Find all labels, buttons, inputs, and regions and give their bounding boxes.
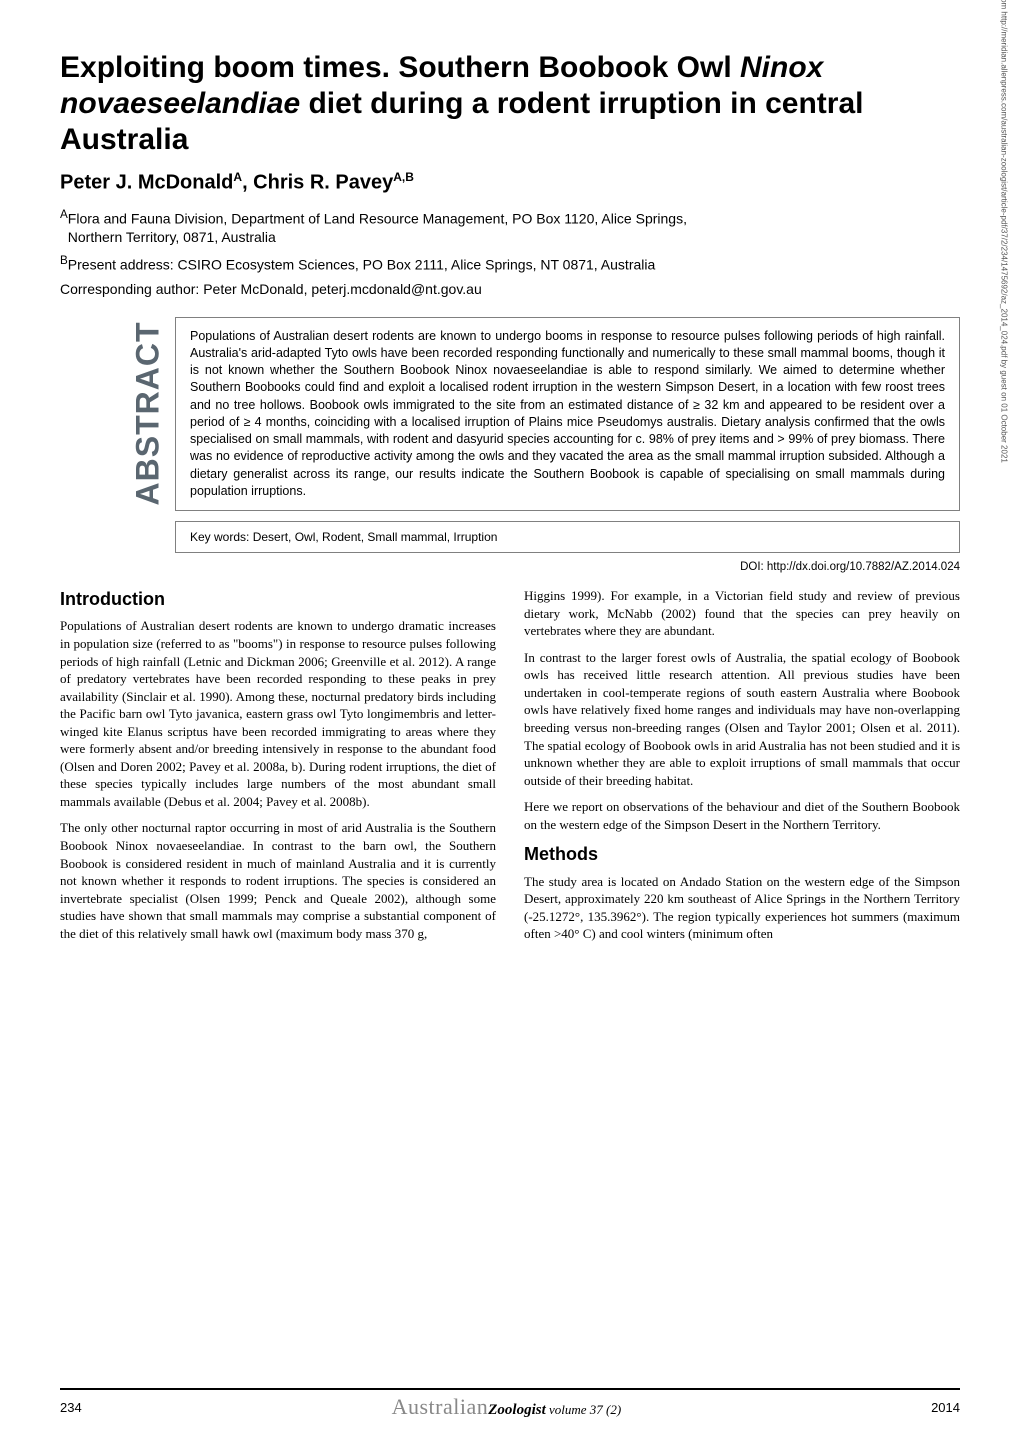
page-number: 234 [60, 1400, 82, 1415]
body-paragraph: Higgins 1999). For example, in a Victori… [524, 587, 960, 640]
two-column-body: Introduction Populations of Australian d… [60, 587, 960, 952]
body-paragraph: The only other nocturnal raptor occurrin… [60, 819, 496, 942]
title-before: Exploiting boom times. Southern Boobook … [60, 51, 740, 84]
abstract-block: ABSTRACT Populations of Australian deser… [120, 317, 960, 512]
journal-citation: AustralianZoologist volume 37 (2) [392, 1394, 622, 1420]
abstract-label-wrap: ABSTRACT [120, 395, 175, 432]
doi-line: DOI: http://dx.doi.org/10.7882/AZ.2014.0… [60, 561, 960, 573]
affiliation-b: BPresent address: CSIRO Ecosystem Scienc… [60, 253, 960, 275]
body-paragraph: The study area is located on Andado Stat… [524, 873, 960, 943]
article-title: Exploiting boom times. Southern Boobook … [60, 50, 960, 158]
body-paragraph: Here we report on observations of the be… [524, 798, 960, 833]
page-footer: 234 AustralianZoologist volume 37 (2) 20… [60, 1388, 960, 1420]
keywords-label: Key words: [190, 530, 249, 544]
section-heading-introduction: Introduction [60, 587, 496, 611]
section-heading-methods: Methods [524, 842, 960, 866]
download-watermark: Downloaded from http://meridian.allenpre… [999, 0, 1008, 463]
authors-line: Peter J. McDonaldA, Chris R. PaveyA,B [60, 170, 960, 195]
keywords-text: Desert, Owl, Rodent, Small mammal, Irrup… [249, 530, 497, 544]
affiliation-a: AFlora and Fauna Division, Department of… [60, 207, 960, 247]
corresponding-author: Corresponding author: Peter McDonald, pe… [60, 281, 960, 297]
body-paragraph: Populations of Australian desert rodents… [60, 617, 496, 810]
abstract-text: Populations of Australian desert rodents… [175, 317, 960, 512]
keywords-box: Key words: Desert, Owl, Rodent, Small ma… [175, 521, 960, 553]
body-paragraph: In contrast to the larger forest owls of… [524, 649, 960, 789]
footer-year: 2014 [931, 1400, 960, 1415]
right-column: Higgins 1999). For example, in a Victori… [524, 587, 960, 952]
journal-name-part1: Australian [392, 1394, 489, 1419]
abstract-label: ABSTRACT [129, 322, 166, 506]
journal-name-part2: Zoologist [488, 1402, 546, 1418]
left-column: Introduction Populations of Australian d… [60, 587, 496, 952]
journal-volume: volume 37 (2) [546, 1402, 621, 1417]
